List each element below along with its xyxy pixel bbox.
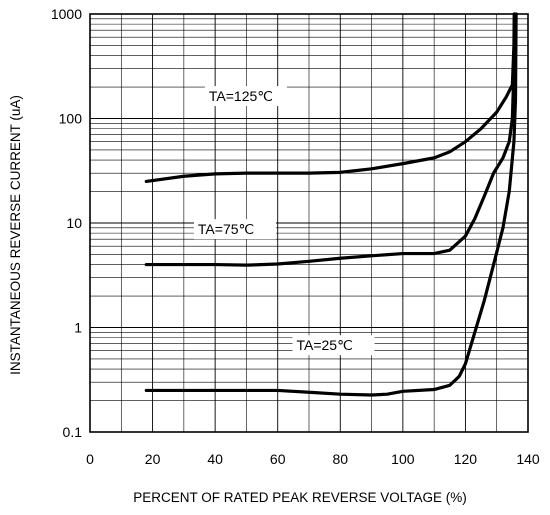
- series-label: TA=75℃: [198, 221, 254, 237]
- x-tick-label: 120: [454, 451, 478, 467]
- y-axis-label: INSTANTANEOUS REVERSE CURRENT (uA): [8, 95, 23, 375]
- series-line-2: [144, 12, 518, 397]
- series-label: TA=25℃: [296, 337, 352, 353]
- y-tick-label: 100: [59, 111, 83, 127]
- x-axis-label: PERCENT OF RATED PEAK REVERSE VOLTAGE (%…: [133, 490, 467, 505]
- series-label-bg: [193, 219, 276, 240]
- y-tick-label: 1000: [51, 6, 82, 22]
- series-labels: TA=125℃ TA=75℃ TA=25℃: [193, 86, 375, 356]
- x-tick-label: 100: [391, 451, 415, 467]
- series-label-bg: [292, 335, 375, 356]
- series-line-1: [144, 12, 517, 267]
- x-tick-label: 40: [207, 451, 223, 467]
- plot-frame: [89, 13, 529, 433]
- y-tick-label: 1: [74, 320, 82, 336]
- series-lines: [144, 12, 518, 397]
- x-tick-label: 60: [270, 451, 286, 467]
- x-tick-label: 140: [516, 451, 540, 467]
- x-tick-label: 80: [332, 451, 348, 467]
- tick-labels: 0 20 40 60 80 100 120 140 0.1 1 10 100 1000: [51, 6, 540, 467]
- x-tick-label: 0: [86, 451, 94, 467]
- series-label-bg: [204, 86, 287, 107]
- grid: [90, 14, 528, 432]
- y-tick-label: 0.1: [63, 424, 83, 440]
- series-line-0: [144, 12, 516, 184]
- series-label: TA=125℃: [209, 88, 273, 104]
- y-tick-label: 10: [66, 215, 82, 231]
- x-tick-label: 20: [145, 451, 161, 467]
